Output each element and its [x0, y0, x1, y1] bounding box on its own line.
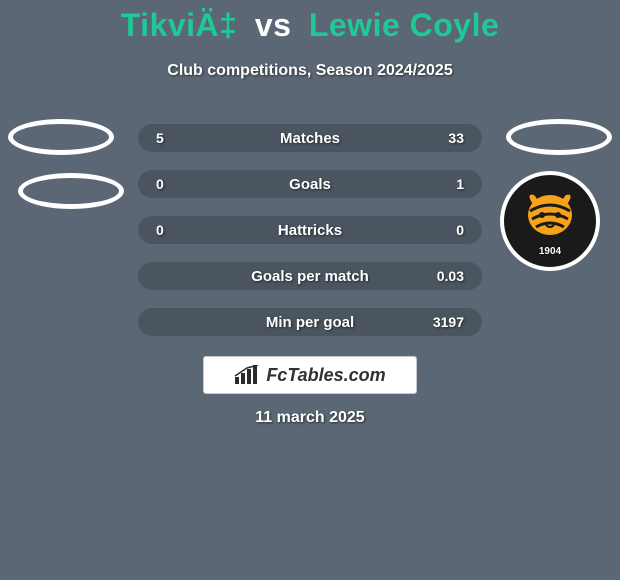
stat-right-value: 3197 [424, 314, 464, 330]
stat-row: Goals per match0.03 [138, 262, 482, 290]
stat-row: 0Goals1 [138, 170, 482, 198]
page-title: TikviÄ‡ vs Lewie Coyle [0, 7, 620, 44]
date-label: 11 march 2025 [0, 409, 620, 427]
vs-separator: vs [255, 7, 292, 43]
brand-text: FcTables.com [266, 365, 385, 386]
stat-right-value: 1 [424, 176, 464, 192]
stat-label: Goals [196, 176, 424, 193]
stat-label: Hattricks [196, 222, 424, 239]
stat-row: 0Hattricks0 [138, 216, 482, 244]
bar-chart-icon [234, 365, 260, 385]
stat-right-value: 0 [424, 222, 464, 238]
stat-left-value: 0 [156, 176, 196, 192]
placeholder-badge-left-2 [18, 173, 124, 209]
player-left-name: TikviÄ‡ [121, 7, 238, 43]
brand-box[interactable]: FcTables.com [203, 356, 417, 394]
stat-right-value: 33 [424, 130, 464, 146]
stat-left-value: 5 [156, 130, 196, 146]
placeholder-badge-right [506, 119, 612, 155]
stat-label: Matches [196, 130, 424, 147]
stat-right-value: 0.03 [424, 268, 464, 284]
club-badge-year: 1904 [504, 246, 596, 257]
stat-label: Goals per match [196, 268, 424, 285]
subtitle: Club competitions, Season 2024/2025 [0, 62, 620, 80]
stat-left-value: 0 [156, 222, 196, 238]
stat-label: Min per goal [196, 314, 424, 331]
stat-row: Min per goal3197 [138, 308, 482, 336]
placeholder-badge-left-1 [8, 119, 114, 155]
club-badge: 1904 [500, 171, 600, 271]
comparison-infographic: TikviÄ‡ vs Lewie Coyle Club competitions… [0, 0, 620, 580]
player-right-name: Lewie Coyle [309, 7, 499, 43]
tiger-icon [522, 189, 578, 239]
stat-row: 5Matches33 [138, 124, 482, 152]
